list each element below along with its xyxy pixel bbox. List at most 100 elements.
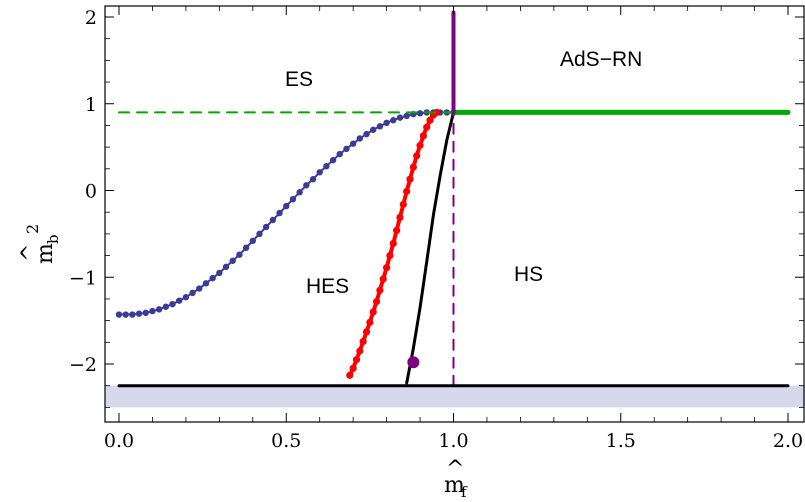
series-0-point-10 bbox=[182, 294, 190, 301]
series-1-point-18 bbox=[406, 175, 414, 183]
series-0-point-21 bbox=[256, 230, 263, 238]
series-0-point-29 bbox=[309, 176, 317, 183]
region-label-es: ES bbox=[285, 68, 313, 91]
x-axis-title-sub: f bbox=[461, 483, 468, 501]
series-0-point-22 bbox=[262, 223, 270, 231]
series-0-point-8 bbox=[169, 300, 176, 308]
series-1-point-6 bbox=[366, 318, 374, 326]
series-0-point-5 bbox=[149, 307, 156, 315]
series-0-point-38 bbox=[370, 126, 377, 133]
series-0-point-15 bbox=[216, 269, 223, 277]
series-1-point-23 bbox=[423, 123, 431, 131]
region-label-hs: HS bbox=[514, 263, 543, 286]
series-0-point-31 bbox=[323, 163, 330, 170]
series-0-point-33 bbox=[336, 150, 343, 158]
series-0-point-6 bbox=[155, 306, 163, 313]
x-tick-label-4: 2.0 bbox=[773, 430, 803, 452]
series-0-point-0 bbox=[115, 311, 123, 318]
series-0-point-2 bbox=[129, 311, 136, 318]
series-0-point-25 bbox=[283, 202, 290, 210]
series-1-point-19 bbox=[409, 163, 417, 171]
series-0-point-43 bbox=[403, 112, 410, 120]
plot-layer bbox=[105, 10, 805, 408]
x-tick-label-1: 0.5 bbox=[271, 430, 301, 452]
series-0-point-40 bbox=[383, 119, 390, 127]
series-1-point-26 bbox=[433, 108, 441, 117]
series-0-point-1 bbox=[122, 311, 129, 318]
x-tick-label-3: 1.5 bbox=[606, 430, 636, 452]
series-1-point-8 bbox=[372, 297, 381, 306]
series-0-point-36 bbox=[356, 135, 364, 142]
series-1-point-21 bbox=[416, 141, 424, 149]
series-0-point-9 bbox=[176, 297, 183, 304]
y-axis-title-sub: b bbox=[44, 234, 62, 244]
region-label-ads-rn: AdS−RN bbox=[560, 48, 642, 71]
series-1-point-16 bbox=[399, 200, 407, 208]
series-0-point-4 bbox=[142, 309, 149, 317]
critical-point bbox=[407, 356, 420, 369]
series-0-point-12 bbox=[196, 285, 203, 292]
series-0-point-34 bbox=[343, 145, 350, 153]
region-label-hes: HES bbox=[306, 275, 349, 298]
series-0-point-7 bbox=[162, 303, 170, 310]
series-1-point-1 bbox=[349, 364, 357, 372]
y-tick-label-2: 0 bbox=[85, 181, 97, 203]
series-1-point-7 bbox=[369, 308, 377, 316]
y-tick-label-1: −1 bbox=[69, 267, 97, 289]
series-1-point-4 bbox=[359, 337, 367, 346]
x-axis-title: ^ m f bbox=[444, 457, 468, 501]
y-axis-title-hat: ^ bbox=[18, 244, 43, 262]
y-axis-title-sup: 2 bbox=[23, 224, 42, 234]
series-0-point-27 bbox=[296, 189, 303, 196]
series-0-point-20 bbox=[249, 237, 256, 245]
series-0-point-41 bbox=[390, 117, 397, 124]
series-1-point-11 bbox=[383, 264, 391, 272]
series-line-2 bbox=[405, 110, 455, 385]
series-1-point-5 bbox=[362, 328, 371, 336]
series-0-point-26 bbox=[289, 195, 297, 203]
series-1-point-10 bbox=[379, 275, 387, 283]
series-1-point-13 bbox=[389, 239, 397, 248]
series-0-point-13 bbox=[202, 280, 210, 287]
series-0-point-24 bbox=[276, 209, 283, 217]
series-0-point-35 bbox=[349, 140, 357, 147]
series-1-point-22 bbox=[419, 132, 427, 140]
series-1-point-24 bbox=[426, 116, 434, 124]
plot-frame bbox=[104, 5, 805, 423]
x-tick-label-2: 1.0 bbox=[438, 430, 468, 452]
y-tick-label-0: −2 bbox=[69, 354, 97, 376]
series-line-0 bbox=[118, 111, 455, 316]
series-0-point-17 bbox=[229, 257, 236, 264]
series-0-point-42 bbox=[396, 114, 404, 121]
series-1-point-14 bbox=[393, 226, 401, 235]
x-tick-label-0: 0.0 bbox=[104, 430, 134, 452]
series-0-point-18 bbox=[236, 251, 243, 258]
x-axis-title-hat: ^ bbox=[446, 457, 464, 482]
series-1-point-3 bbox=[356, 347, 364, 355]
series-0-point-39 bbox=[376, 123, 384, 130]
series-1-point-17 bbox=[403, 187, 411, 195]
series-1-point-20 bbox=[413, 152, 421, 160]
series-0-point-19 bbox=[242, 244, 250, 251]
series-1-point-2 bbox=[352, 356, 361, 364]
series-0-point-37 bbox=[363, 130, 370, 138]
series-0-point-3 bbox=[135, 310, 143, 317]
series-1-point-0 bbox=[346, 371, 354, 379]
y-axis-title-m: m bbox=[33, 243, 58, 264]
y-axis-title: ^ m b 2 bbox=[18, 224, 62, 264]
series-1-point-9 bbox=[376, 286, 384, 294]
series-0-point-45 bbox=[416, 110, 424, 117]
shaded-band bbox=[105, 385, 805, 408]
series-0-point-11 bbox=[189, 289, 196, 297]
series-1-point-15 bbox=[396, 213, 404, 221]
y-tick-label-4: 2 bbox=[85, 7, 97, 29]
x-axis-title-m: m bbox=[444, 473, 465, 498]
series-0-point-28 bbox=[303, 182, 310, 189]
series-0-point-23 bbox=[269, 216, 277, 224]
series-1-point-12 bbox=[386, 251, 394, 260]
y-tick-label-3: 1 bbox=[85, 94, 97, 116]
series-0-point-14 bbox=[209, 274, 216, 282]
axis-layer: 0.0 0.5 1.0 1.5 2.0 −2 −1 0 1 2 bbox=[69, 5, 805, 452]
series-0-point-16 bbox=[222, 263, 230, 271]
